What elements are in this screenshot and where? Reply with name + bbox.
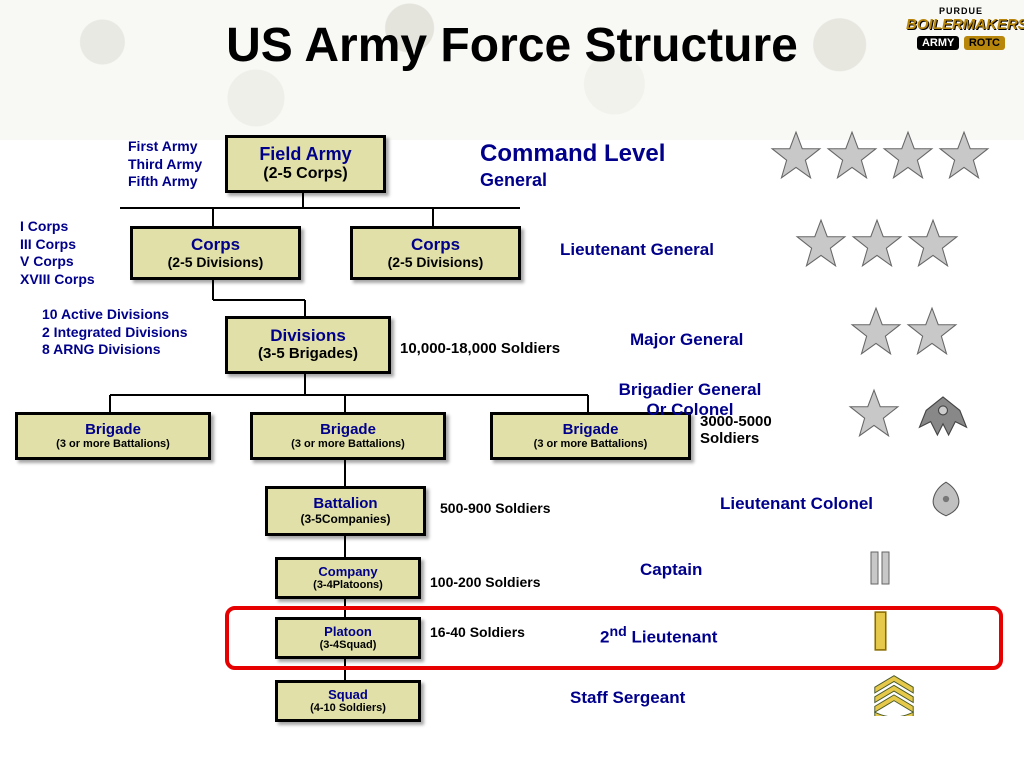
rank-comp: Captain: [640, 560, 702, 580]
box-sub: (3 or more Battalions): [493, 438, 688, 450]
rank-brig: Brigadier GeneralOr Colonel: [560, 380, 820, 420]
box-sub: (2-5 Corps): [228, 165, 383, 183]
soldiers-div: 10,000-18,000 Soldiers: [400, 340, 560, 357]
rank-squad: Staff Sergeant: [570, 688, 685, 708]
note-field: First ArmyThird ArmyFifth Army: [128, 138, 202, 191]
box-title: Divisions: [228, 327, 388, 346]
box-sub: (3-4Platoons): [278, 579, 418, 591]
note-div: 10 Active Divisions2 Integrated Division…: [42, 306, 187, 359]
box-title: Field Army: [228, 145, 383, 165]
org-box-comp: Company(3-4Platoons): [275, 557, 421, 599]
box-sub: (2-5 Divisions): [353, 255, 518, 270]
stars-field: [770, 130, 990, 182]
rank-corps: Lieutenant General: [560, 240, 714, 260]
rank-field: General: [480, 170, 547, 191]
org-box-brig2: Brigade(3 or more Battalions): [250, 412, 446, 460]
box-title: Company: [278, 565, 418, 579]
command-level-heading: Command Level: [480, 140, 665, 168]
platoon-highlight: [225, 606, 1003, 670]
box-title: Brigade: [253, 422, 443, 439]
box-title: Corps: [353, 236, 518, 255]
org-box-brig1: Brigade(3 or more Battalions): [15, 412, 211, 460]
box-title: Corps: [133, 236, 298, 255]
soldiers-comp: 100-200 Soldiers: [430, 574, 541, 590]
org-box-squad: Squad(4-10 Soldiers): [275, 680, 421, 722]
box-title: Squad: [278, 688, 418, 702]
note-corps: I CorpsIII CorpsV CorpsXVIII Corps: [20, 218, 95, 288]
rank-batt: Lieutenant Colonel: [720, 494, 873, 514]
box-sub: (4-10 Soldiers): [278, 702, 418, 714]
org-box-corps1: Corps(2-5 Divisions): [130, 226, 301, 280]
org-box-corps2: Corps(2-5 Divisions): [350, 226, 521, 280]
rank-div: Major General: [630, 330, 743, 350]
box-title: Brigade: [18, 422, 208, 439]
box-sub: (3-5 Brigades): [228, 346, 388, 363]
soldiers-batt: 500-900 Soldiers: [440, 500, 551, 516]
box-sub: (3 or more Battalions): [18, 438, 208, 450]
org-box-div: Divisions(3-5 Brigades): [225, 316, 391, 374]
box-sub: (3-5Companies): [268, 513, 423, 526]
insignia-captain-bars: [860, 548, 900, 593]
org-box-field: Field Army(2-5 Corps): [225, 135, 386, 193]
box-sub: (3 or more Battalions): [253, 438, 443, 450]
stars-brig: [848, 388, 900, 440]
box-title: Battalion: [268, 496, 423, 513]
box-title: Brigade: [493, 422, 688, 439]
insignia-ltcol-oakleaf: [925, 478, 967, 525]
stars-corps: [795, 218, 959, 270]
stars-div: [850, 306, 958, 358]
org-box-batt: Battalion(3-5Companies): [265, 486, 426, 536]
insignia-ssgt-chevrons: [870, 668, 918, 721]
insignia-colonel-eagle: [915, 388, 971, 449]
box-sub: (2-5 Divisions): [133, 255, 298, 270]
